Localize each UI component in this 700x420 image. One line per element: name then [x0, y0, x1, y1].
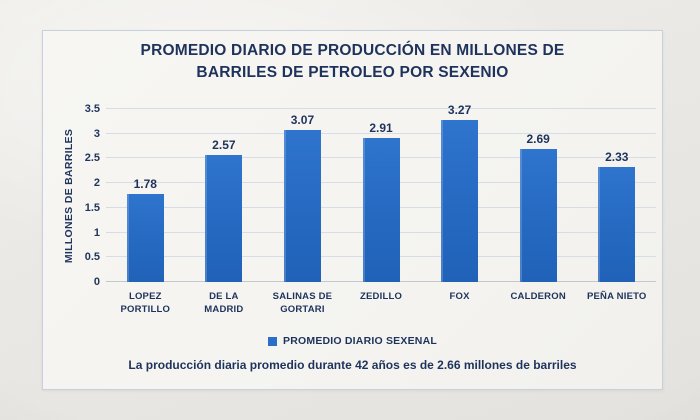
y-tick-label: 2.5	[84, 152, 100, 165]
chart-title: PROMEDIO DIARIO DE PRODUCCIÓN EN MILLONE…	[43, 40, 662, 84]
y-tick-label: 2	[93, 177, 100, 190]
y-tick-label: 1	[93, 226, 100, 239]
y-tick-label: 0.5	[84, 251, 100, 264]
bar-2: 2.57	[205, 138, 243, 282]
bar-1: 1.78	[126, 177, 164, 282]
bar-value-label: 1.78	[133, 177, 157, 192]
bar-6: 2.69	[519, 132, 557, 282]
bar-4: 2.91	[362, 121, 400, 282]
bar-value-label: 3.27	[447, 103, 472, 118]
chart-panel: PROMEDIO DIARIO DE PRODUCCIÓN EN MILLONE…	[42, 30, 663, 390]
gridline	[106, 132, 656, 134]
legend-swatch-icon	[268, 336, 278, 346]
y-tick-label: 0	[93, 276, 100, 288]
chart-title-line-1: PROMEDIO DIARIO DE PRODUCCIÓN EN MILLONE…	[140, 42, 565, 59]
x-labels: LOPEZ PORTILLO DE LA MADRID SALINAS DE GOR…	[106, 290, 656, 317]
bar-5: 3.27	[441, 103, 479, 282]
bar-value-label: 2.69	[526, 132, 550, 147]
x-axis-label: PEÑA NIETO	[586, 291, 647, 302]
x-axis-label: CALDERON	[510, 291, 566, 302]
bar-slot: 2.33	[577, 109, 656, 282]
bar-value-label: 2.91	[369, 121, 393, 136]
chart-title-line-2: BARRILES DE PETROLEO POR SEXENIO	[196, 64, 509, 81]
x-axis-label: FOX	[449, 291, 470, 302]
y-tick-label: 3	[93, 127, 100, 140]
gridline	[106, 108, 656, 109]
bar-value-label: 2.57	[212, 137, 236, 152]
bar-slot: 1.78	[106, 109, 185, 282]
bar-3: 3.07	[283, 113, 321, 282]
plot-area: 1.78 2.57 3.07 2.91 3.27 2.69 2.33	[106, 103, 656, 282]
legend-label: PROMEDIO DIARIO SEXENAL	[283, 335, 437, 347]
legend: PROMEDIO DIARIO SEXENAL	[43, 335, 662, 347]
bar-slot: 3.07	[263, 109, 342, 282]
x-axis-label: LOPEZ PORTILLO	[120, 291, 171, 316]
y-tick-label: 3.5	[84, 103, 100, 115]
bars: 1.78 2.57 3.07 2.91 3.27 2.69 2.33	[106, 103, 656, 282]
y-tick-label: 1.5	[84, 201, 100, 214]
bar-slot: 2.69	[499, 109, 578, 282]
bar-slot: 2.57	[185, 109, 264, 282]
footer-note: La producción diaria promedio durante 42…	[128, 358, 577, 372]
y-ticks: 0 0.5 1 1.5 2 2.5 3 3.5	[43, 103, 103, 288]
bar-value-label: 2.33	[605, 149, 629, 164]
x-axis-label: ZEDILLO	[360, 291, 403, 302]
bar-slot: 2.91	[342, 109, 421, 282]
bar-value-label: 3.07	[290, 113, 315, 128]
bar-slot: 3.27	[420, 103, 499, 282]
bar-7: 2.33	[598, 150, 636, 282]
x-axis-label: SALINAS DE GORTARI	[272, 291, 333, 316]
x-axis-label: DE LA MADRID	[204, 291, 244, 316]
